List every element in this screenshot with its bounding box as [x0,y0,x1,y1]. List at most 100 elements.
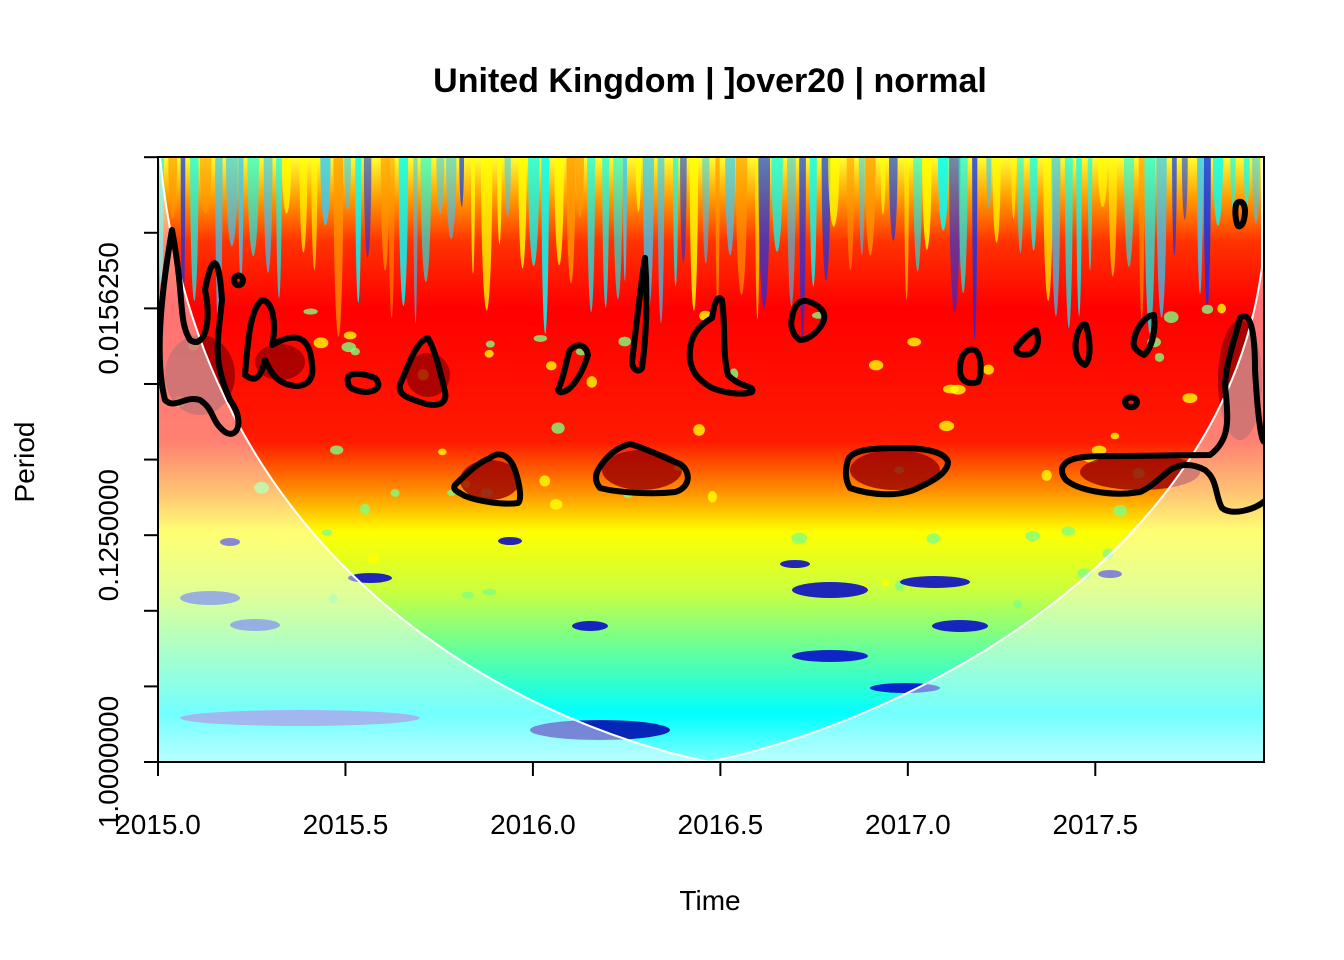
power-dot [1012,599,1022,609]
high-power-patch [850,450,940,490]
low-power-blob [230,619,280,631]
power-dot [791,532,808,544]
power-dot [484,349,494,358]
power-stripe [1144,157,1156,334]
power-stripe [446,157,457,240]
power-stripe [225,157,238,247]
power-dot [693,424,705,436]
power-stripe [858,157,865,256]
power-dot [539,475,551,487]
low-power-blob [498,537,522,545]
power-dot [586,376,597,388]
low-power-blob [792,582,868,598]
power-stripe [1011,157,1016,220]
plot-area [158,157,1264,762]
power-stripe [657,157,665,324]
power-dot [868,360,884,371]
power-stripe [1156,157,1167,318]
power-stripe [554,157,564,266]
significance-contour [1232,198,1248,230]
power-stripe [504,157,511,217]
x-tick-label: 2017.0 [865,809,951,840]
power-stripe [420,157,432,283]
power-stripe [566,157,576,284]
power-stripe [1064,157,1073,329]
power-stripe [1138,157,1145,319]
power-stripe [587,157,596,313]
power-stripe [1243,157,1250,209]
power-stripe [480,157,493,311]
power-stripe [771,157,783,252]
significance-contour [555,342,591,396]
power-blobs [165,320,1262,740]
power-dot [482,588,497,596]
significance-contour [1058,313,1264,515]
significance-contour [396,335,449,408]
power-stripe [1203,157,1211,309]
power-stripe [622,157,627,281]
significance-contour [158,227,242,437]
y-tick-label: 0.0156250 [93,242,124,374]
power-dot [313,337,329,349]
power-stripe [880,157,886,215]
x-axis: 2015.0 2015.5 2016.0 2016.5 2017.0 2017.5 [115,762,1138,840]
power-dot [330,445,344,455]
power-dot [1110,432,1120,440]
power-stripe [238,157,244,284]
power-stripe [1252,157,1260,224]
low-power-blob [932,620,988,632]
power-dot [321,529,333,536]
power-stripe [865,157,876,256]
power-dot [942,384,959,394]
power-stripe [1029,157,1038,251]
x-tick-label: 2016.5 [678,809,764,840]
power-stripe [613,157,623,300]
power-stripe [541,157,550,334]
significance-contour [592,441,691,497]
power-dot [462,591,474,599]
power-stripe [158,157,164,286]
significance-contour [842,445,951,498]
power-stripe [922,157,932,250]
low-power-blob [572,621,608,631]
significance-contour [231,272,246,289]
power-stripe [949,157,961,313]
power-stripe [276,157,282,299]
low-power-blob [180,710,420,726]
power-dot [1163,311,1179,324]
power-dot [343,331,357,340]
chart-title: United Kingdom | ]over20 | normal [433,62,987,100]
power-stripe [1108,157,1118,277]
power-stripe [913,157,923,272]
power-stripe [986,157,992,209]
power-stripe [1087,157,1093,271]
x-tick-label: 2015.5 [303,809,389,840]
power-stripe [344,157,352,211]
significance-contours [158,198,1264,515]
power-stripe [436,157,445,215]
power-dot [983,364,994,375]
power-dot [368,553,379,565]
power-dot [551,422,565,434]
significance-contour [1130,312,1158,358]
power-stripe [602,157,610,309]
power-dot [1077,568,1092,579]
low-power-blob [792,650,868,662]
power-stripe [1076,157,1082,317]
significance-contour [242,297,316,389]
high-power-patch [602,450,682,490]
y-tick-label: 0.1250000 [93,469,124,601]
power-stripe [363,157,372,258]
power-stripe [575,157,584,218]
power-stripe [311,157,318,271]
y-tick-label: 1.0000000 [93,696,124,828]
power-stripe [168,157,178,218]
power-stripe [787,157,796,307]
power-stripe [937,157,949,231]
power-stripe [635,157,642,212]
y-axis-label: Period [9,422,40,503]
power-stripe [299,157,308,253]
x-tick-label: 2016.0 [490,809,576,840]
power-stripe [1213,157,1223,226]
